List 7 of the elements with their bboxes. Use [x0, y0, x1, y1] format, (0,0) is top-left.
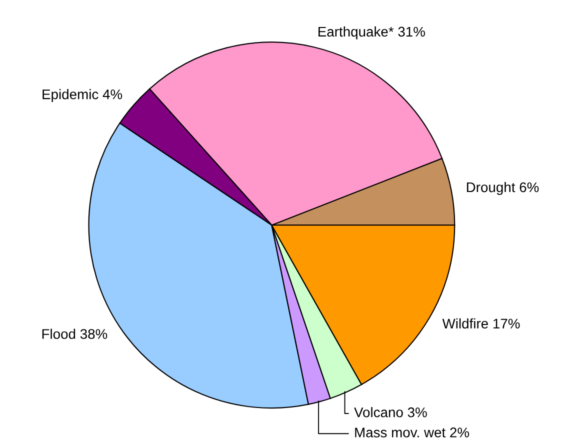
slice-label: Wildfire 17% — [442, 318, 520, 329]
slice-label: Drought 6% — [466, 182, 539, 195]
slice-label: Volcano 3% — [354, 407, 427, 418]
slice-label: Epidemic 4% — [42, 89, 122, 102]
slice-label: Mass mov. wet 2% — [355, 428, 470, 438]
slice-label: Flood 38% — [42, 328, 108, 339]
slice-label: Earthquake* 31% — [318, 26, 425, 40]
